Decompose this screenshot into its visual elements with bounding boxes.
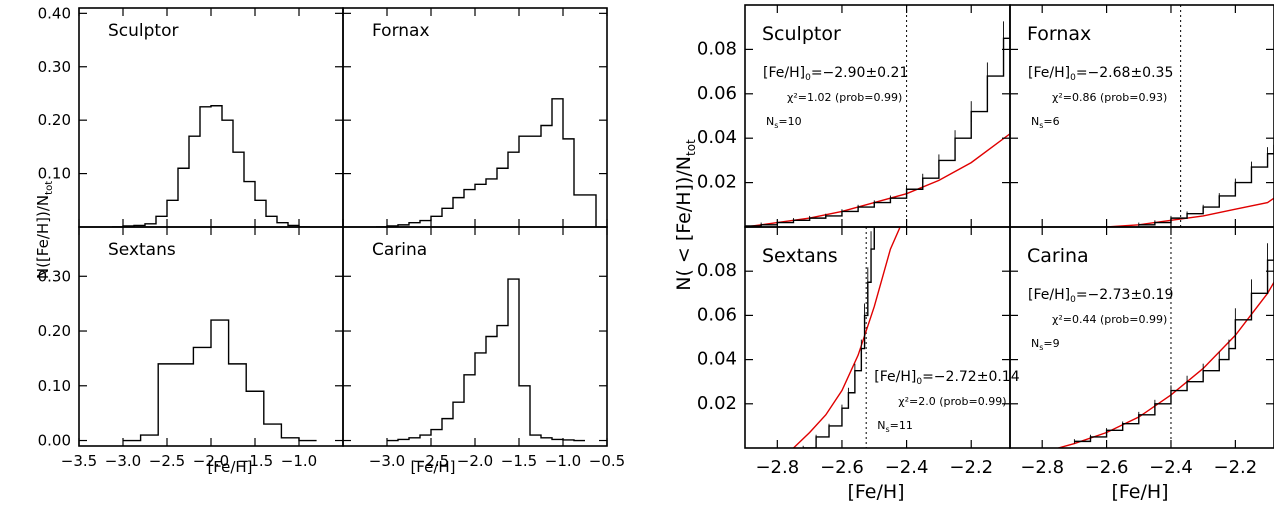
panel-2: Fornax [342,7,608,228]
panels: Sculptor 0.10 0.20 0.30 0.40 Fornax Sextans 0.0… [38,4,1274,478]
fit-curve [792,227,901,448]
plot-area [123,319,317,442]
y-tick-label: 0.02 [697,172,737,193]
y-tick-label: 0.06 [697,304,737,325]
plot-area [376,98,597,227]
panel-title: Sculptor [108,21,178,41]
x-tick-label: −2.5 [149,452,185,470]
x-tick-label: −1.0 [281,452,317,470]
ns-annotation: Ns=9 [1031,337,1060,352]
cumulative-steps [745,7,1010,227]
y-tick-label: 0.04 [697,349,737,370]
right-x-axis-label-2: [Fe/H] [1111,481,1168,503]
ns-annotation: Ns=10 [766,115,802,130]
y-tick-label: 0.30 [38,58,71,76]
right-y-axis-label: N( < [Fe/H])/Ntot [673,139,698,291]
y-tick-label: 0.10 [38,377,71,395]
panel-title: Sextans [108,240,176,260]
histogram-steps [123,319,317,442]
left-x-axis-label: [Fe/H] [207,458,252,476]
panel-title: Sculptor [762,23,841,45]
y-tick-label: 0.08 [697,260,737,281]
feh0-annotation: [Fe/H]0=−2.68±0.35 [1028,65,1173,83]
plot-area [1058,227,1274,448]
y-tick-label: 0.00 [38,432,71,450]
plot-area [745,5,1010,227]
y-tick-label: 0.20 [38,322,71,340]
ns-annotation: Ns=11 [877,419,913,434]
x-tick-label: −2.0 [457,452,493,470]
cumulative-steps [803,227,875,448]
plot-area [387,278,585,442]
x-tick-label: −0.5 [589,452,625,470]
y-tick-label: 0.30 [38,267,71,285]
x-tick-label: −1.0 [545,452,581,470]
panel-4: Carina −3.0 −2.5 −2.0 −1.5 −1.0 −0.5 [342,226,625,470]
panel-title: Carina [372,240,427,260]
y-tick-label: 0.08 [697,38,737,59]
histogram-steps [376,98,597,227]
panel-title: Carina [1027,245,1089,267]
x-tick-label: −1.5 [501,452,537,470]
y-tick-label: 0.10 [38,165,71,183]
x-tick-label: −2.6 [1085,457,1129,478]
x-tick-label: −3.0 [105,452,141,470]
ns-annotation: Ns=6 [1031,115,1060,130]
cumulative-steps [1074,227,1274,443]
x-tick-label: −3.5 [61,452,97,470]
y-tick-label: 0.20 [38,111,71,129]
x-tick-label: −2.4 [885,457,929,478]
panel-1: Sculptor 0.10 0.20 0.30 0.40 [38,4,344,228]
x-tick-label: −2.8 [1020,457,1064,478]
chi2-annotation: χ²=0.86 (prob=0.93) [1052,91,1167,104]
x-tick-label: −1.5 [237,452,273,470]
plot-area [1106,5,1274,227]
x-tick-label: −2.4 [1149,457,1193,478]
fit-curve [745,133,1010,227]
panel-7: Sextans [Fe/H]0=−2.72±0.14 χ²=2.0 (prob=0.… [697,226,1020,478]
histogram-steps [112,105,310,227]
plot-area [112,105,310,227]
fit-curve [1058,281,1274,448]
x-tick-label: −2.6 [820,457,864,478]
panel-title: Sextans [762,245,838,267]
feh0-annotation: [Fe/H]0=−2.90±0.21 [763,65,908,83]
x-tick-label: −2.8 [755,457,799,478]
panel-title: Fornax [1027,23,1091,45]
panel-5: Sculptor [Fe/H]0=−2.90±0.21 χ²=1.02 (prob=… [697,4,1011,228]
y-tick-label: 0.04 [697,127,737,148]
chi2-annotation: χ²=1.02 (prob=0.99) [787,91,902,104]
left-x-axis-label-2: [Fe/H] [410,458,455,476]
cumulative-steps [1138,144,1274,226]
histogram-steps [387,278,585,442]
panel-8: Carina [Fe/H]0=−2.73±0.19 χ²=0.44 (prob=0.… [1009,226,1274,478]
left-y-axis-label: N([Fe/H])/Ntot [34,181,55,279]
x-tick-label: −3.0 [369,452,405,470]
x-tick-label: −2.2 [1214,457,1258,478]
right-x-axis-label: [Fe/H] [847,481,904,503]
x-tick-label: −2.5 [413,452,449,470]
chi2-annotation: χ²=0.44 (prob=0.99) [1052,313,1167,326]
feh0-annotation: [Fe/H]0=−2.73±0.19 [1028,287,1173,305]
chi2-annotation: χ²=2.0 (prob=0.99) [898,395,1006,408]
y-tick-label: 0.06 [697,83,737,104]
x-tick-label: −2.0 [193,452,229,470]
y-tick-label: 0.02 [697,393,737,414]
panel-6: Fornax [Fe/H]0=−2.68±0.35 χ²=0.86 (prob=0.… [1009,4,1274,228]
plot-area [792,227,901,448]
panel-title: Fornax [372,21,430,41]
fit-curve [1106,197,1274,227]
y-tick-label: 0.40 [38,4,71,22]
x-tick-label: −2.2 [949,457,993,478]
feh0-annotation: [Fe/H]0=−2.72±0.14 [874,369,1019,387]
panel-frame [1009,226,1274,449]
